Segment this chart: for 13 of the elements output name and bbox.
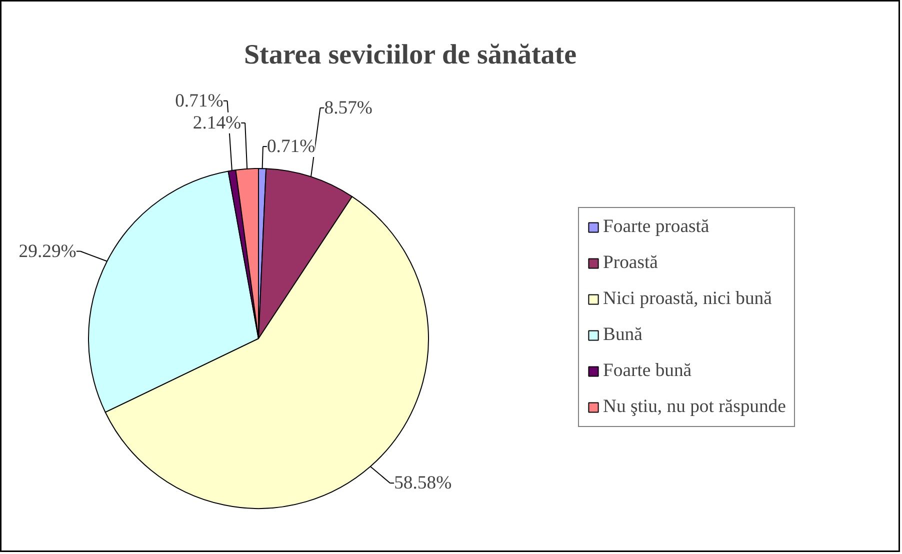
- chart-title: Starea seviciilor de sănătate: [244, 40, 577, 70]
- data-label: 0.71%: [175, 90, 224, 112]
- legend-label: Proastă: [603, 252, 658, 274]
- legend-label: Foarte proastă: [603, 216, 710, 238]
- legend-label: Nu ştiu, nu pot răspunde: [603, 396, 786, 418]
- legend-label: Nici proastă, nici bună: [603, 288, 772, 310]
- data-label: 58.58%: [394, 472, 452, 494]
- data-label: 8.57%: [324, 97, 372, 118]
- legend-label: Foarte bună: [603, 360, 692, 382]
- data-label: 0.71%: [266, 136, 316, 158]
- data-label: 2.14%: [192, 112, 242, 134]
- data-label: 29.29%: [18, 240, 76, 262]
- legend-label: Bună: [603, 324, 642, 346]
